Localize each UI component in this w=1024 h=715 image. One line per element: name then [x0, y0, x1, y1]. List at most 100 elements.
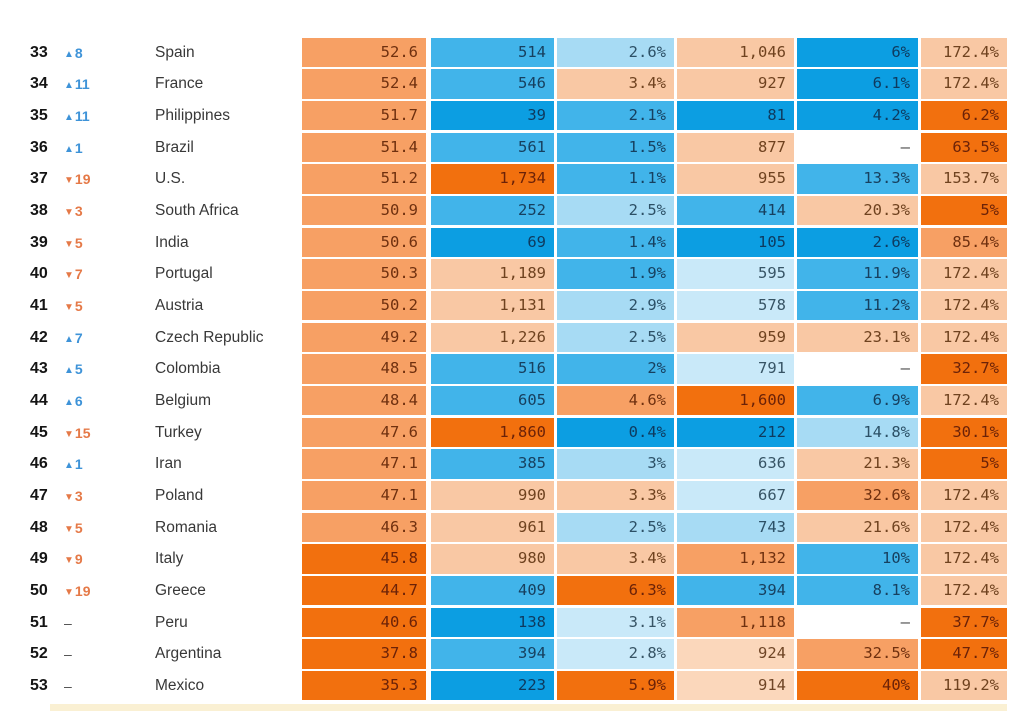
rank-change: ▲11	[64, 69, 149, 99]
country-name: Greece	[155, 581, 206, 599]
value-cell: 172.4%	[921, 544, 1007, 574]
value-cell: 85.4%	[921, 227, 1007, 258]
rank-change-value: 1	[74, 139, 83, 156]
table-row: 42 ▲7 Czech Republic 49.2 1,226 2.5% 959 23.1% 1…	[0, 322, 1024, 353]
value-cell: 3.4%	[557, 544, 674, 574]
country-name: Argentina	[155, 645, 222, 663]
value-cell: 6.9%	[797, 385, 918, 416]
rank-change: ▼5	[64, 228, 149, 258]
score-cell: 52.4	[302, 69, 426, 99]
rank-change: ▼3	[64, 196, 149, 226]
rank-down-icon: ▼	[64, 491, 74, 503]
value-cell: 667	[677, 480, 794, 511]
value-cell: 955	[677, 164, 794, 194]
value-cell: 6.3%	[557, 575, 674, 606]
score-cell: 50.2	[302, 290, 426, 321]
rank-up-icon: ▲	[64, 48, 74, 60]
rank-change: ▼5	[64, 513, 149, 543]
rank: 41	[30, 296, 48, 314]
value-cell: 153.7%	[921, 164, 1007, 194]
value-cell: 172.4%	[921, 290, 1007, 321]
rank: 51	[30, 613, 48, 631]
rank-change: ▼3	[64, 481, 149, 511]
value-cell: 172.4%	[921, 37, 1007, 67]
rank-change-value: 3	[74, 487, 83, 504]
country-name: Turkey	[155, 423, 202, 441]
score-cell: 46.3	[302, 512, 426, 543]
rank-change-value: 7	[74, 266, 83, 283]
value-cell: 1,600	[677, 385, 794, 416]
country-name: South Africa	[155, 201, 239, 219]
rank: 45	[30, 423, 48, 441]
score-cell: 45.8	[302, 544, 426, 574]
value-cell: 1,131	[431, 290, 554, 321]
table-row: 40 ▼7 Portugal 50.3 1,189 1.9% 595 11.9% 172.4%	[0, 259, 1024, 289]
value-cell: 5%	[921, 449, 1007, 479]
value-cell: 4.2%	[797, 100, 918, 131]
score-cell: 52.6	[302, 37, 426, 67]
value-cell: 172.4%	[921, 480, 1007, 511]
rank-change: ▲1	[64, 449, 149, 479]
value-cell: 3.4%	[557, 69, 674, 99]
score-cell: 47.1	[302, 480, 426, 511]
value-cell: 23.1%	[797, 322, 918, 353]
rank-change: ▲7	[64, 323, 149, 353]
rank-change-value: 15	[74, 424, 91, 441]
rank-change-value: 9	[74, 551, 83, 568]
rank-up-icon: ▲	[64, 80, 74, 92]
rank-change: ▲8	[64, 38, 149, 68]
value-cell: 21.3%	[797, 449, 918, 479]
country-name: Poland	[155, 486, 204, 504]
value-cell: 877	[677, 132, 794, 162]
value-cell: 39	[431, 100, 554, 131]
value-cell: 1,734	[431, 164, 554, 194]
rank: 40	[30, 265, 48, 283]
value-cell: 3%	[557, 449, 674, 479]
value-cell: 81	[677, 100, 794, 131]
value-cell: 11.2%	[797, 290, 918, 321]
value-cell: 546	[431, 69, 554, 99]
value-cell: 37.7%	[921, 607, 1007, 638]
score-cell: 44.7	[302, 575, 426, 606]
rank-change: ▼5	[64, 291, 149, 321]
rank-change: ▲6	[64, 386, 149, 416]
value-cell: 8.1%	[797, 575, 918, 606]
rank: 52	[30, 645, 48, 663]
value-cell: 6.1%	[797, 69, 918, 99]
value-cell: 2.5%	[557, 512, 674, 543]
rank-change: ▲11	[64, 101, 149, 131]
rank: 35	[30, 106, 48, 124]
table-row: 49 ▼9 Italy 45.8 980 3.4% 1,132 10% 172.4%	[0, 544, 1024, 574]
score-cell: 49.2	[302, 322, 426, 353]
value-cell: 2.5%	[557, 322, 674, 353]
table-row: 43 ▲5 Colombia 48.5 516 2% 791–32.7%	[0, 354, 1024, 384]
rank-down-icon: ▼	[64, 428, 74, 440]
value-cell: 414	[677, 195, 794, 226]
rank: 48	[30, 518, 48, 536]
value-cell: 394	[677, 575, 794, 606]
value-cell: 1,132	[677, 544, 794, 574]
rank-up-icon: ▲	[64, 365, 74, 377]
table-row: 38 ▼3 South Africa 50.9 252 2.5% 414 20.3% 5%	[0, 195, 1024, 226]
rank-change-value: 5	[74, 297, 83, 314]
table-row: 34 ▲11 France 52.4 546 3.4% 927 6.1% 172.4%	[0, 69, 1024, 99]
value-cell: 21.6%	[797, 512, 918, 543]
rank-change-value: 5	[74, 234, 83, 251]
rank-change-value: 7	[74, 329, 83, 346]
value-cell: 980	[431, 544, 554, 574]
value-cell: 69	[431, 227, 554, 258]
country-name: Portugal	[155, 265, 213, 283]
country-name: Mexico	[155, 676, 205, 694]
score-cell: 51.7	[302, 100, 426, 131]
value-cell: 561	[431, 132, 554, 162]
rank-down-icon: ▼	[64, 270, 74, 282]
rank: 36	[30, 138, 48, 156]
table-row: 39 ▼5 India 50.6 69 1.4% 105 2.6% 85.4%	[0, 227, 1024, 258]
country-name: Austria	[155, 296, 204, 314]
rank-down-icon: ▼	[64, 301, 74, 313]
score-cell: 47.6	[302, 417, 426, 448]
value-cell: 0.4%	[557, 417, 674, 448]
value-cell: 1,860	[431, 417, 554, 448]
value-cell: 385	[431, 449, 554, 479]
